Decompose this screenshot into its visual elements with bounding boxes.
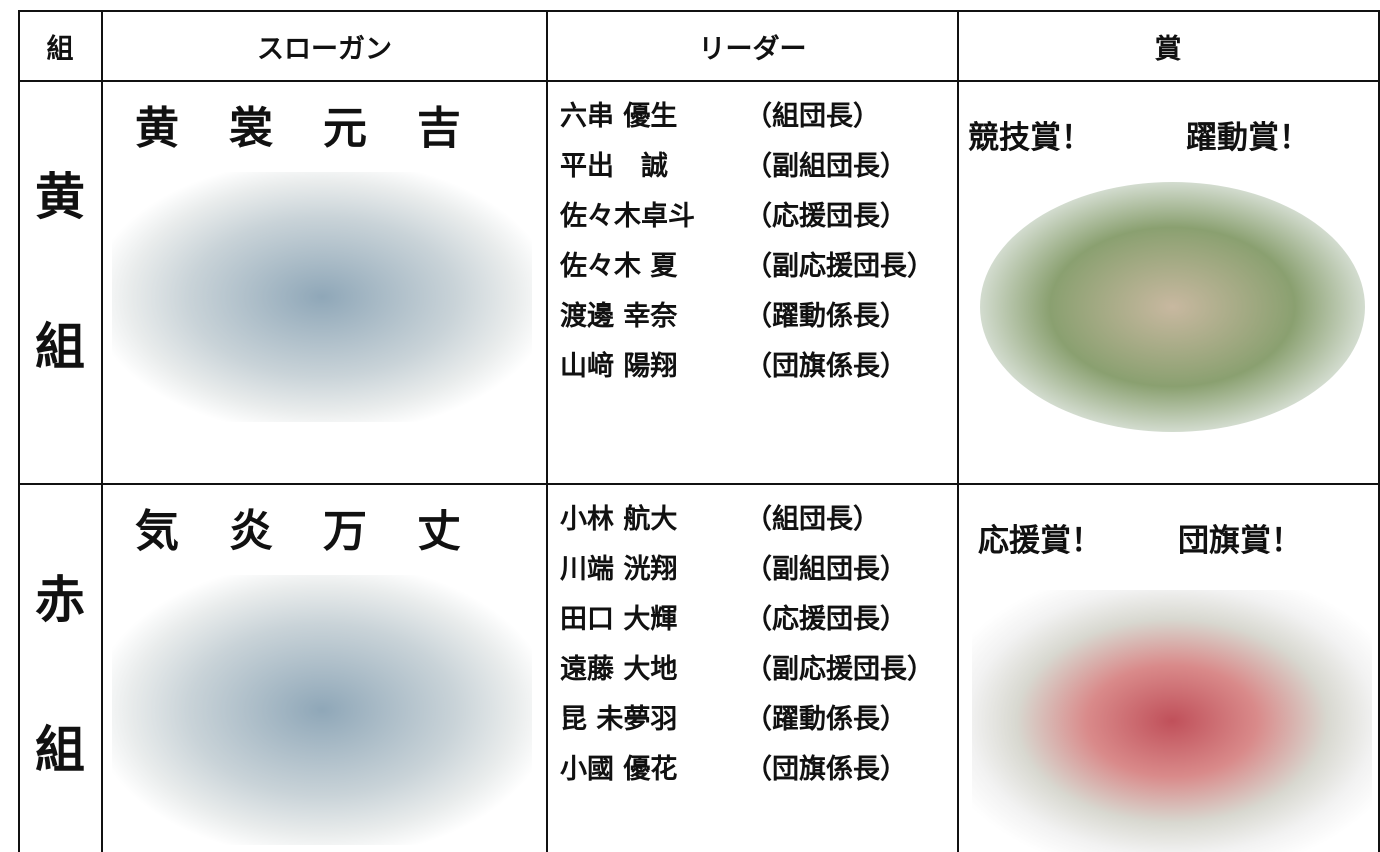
leader-role: （副応援団長）: [745, 654, 934, 685]
leader-role: （組団長）: [745, 504, 880, 535]
leader-name: 平出 誠: [560, 151, 668, 182]
leader-role: （副組団長）: [745, 554, 907, 585]
border: [18, 10, 1380, 12]
border: [1378, 11, 1380, 852]
border: [957, 11, 959, 852]
leader-name: 六串 優生: [560, 101, 678, 132]
leader-role: （団旗係長）: [745, 754, 907, 785]
photo: [112, 172, 532, 422]
leader-role: （組団長）: [745, 101, 880, 132]
group-label: 赤: [35, 571, 85, 629]
leader-role: （副組団長）: [745, 151, 907, 182]
award: 応援賞！: [978, 523, 1102, 559]
header-cell: 賞: [1154, 33, 1182, 65]
leader-name: 渡邊 幸奈: [560, 301, 678, 332]
leader-role: （躍動係長）: [745, 301, 907, 332]
header-cell: 組: [46, 33, 74, 65]
border: [18, 80, 1380, 82]
award: 躍動賞！: [1186, 120, 1310, 156]
leader-name: 佐々木卓斗: [560, 201, 695, 232]
leader-role: （応援団長）: [745, 604, 907, 635]
leader-name: 山﨑 陽翔: [560, 351, 678, 382]
award: 競技賞！: [968, 120, 1092, 156]
border: [18, 11, 20, 852]
header-cell: スローガン: [257, 33, 392, 65]
border: [546, 11, 548, 852]
photo: [112, 575, 532, 845]
photo: [972, 590, 1372, 852]
leader-name: 田口 大輝: [560, 604, 678, 635]
slogan: 気炎万丈: [135, 506, 511, 557]
header-cell: リーダー: [698, 33, 807, 65]
leader-name: 小林 航大: [560, 504, 678, 535]
slogan: 黄裳元吉: [135, 103, 511, 154]
leader-role: （躍動係長）: [745, 704, 907, 735]
group-label: 黄: [35, 168, 85, 226]
leader-name: 小國 優花: [560, 754, 678, 785]
group-label: 組: [35, 318, 85, 376]
award: 団旗賞！: [1178, 523, 1302, 559]
leader-role: （副応援団長）: [745, 251, 934, 282]
leader-name: 川端 洸翔: [560, 554, 678, 585]
leader-role: （団旗係長）: [745, 351, 907, 382]
leader-role: （応援団長）: [745, 201, 907, 232]
photo: [980, 182, 1365, 432]
leader-name: 昆 未夢羽: [560, 704, 678, 735]
group-label: 組: [35, 721, 85, 779]
leader-name: 佐々木 夏: [560, 251, 678, 282]
border: [101, 11, 103, 852]
leader-name: 遠藤 大地: [560, 654, 678, 685]
border: [18, 483, 1380, 485]
